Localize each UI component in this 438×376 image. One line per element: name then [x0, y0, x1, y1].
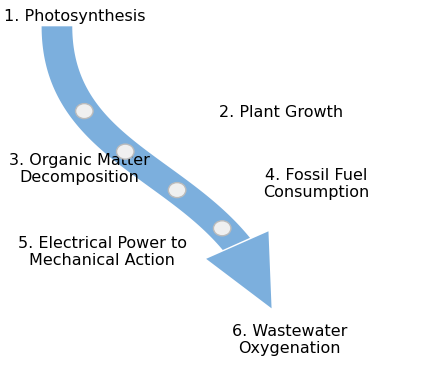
Circle shape: [75, 103, 93, 118]
Polygon shape: [42, 26, 250, 250]
Circle shape: [213, 221, 231, 236]
Text: 6. Wastewater
Oxygenation: 6. Wastewater Oxygenation: [232, 324, 347, 356]
Circle shape: [117, 144, 134, 159]
Text: 2. Plant Growth: 2. Plant Growth: [219, 105, 343, 120]
Text: 1. Photosynthesis: 1. Photosynthesis: [4, 9, 146, 24]
Polygon shape: [206, 231, 272, 308]
Text: 5. Electrical Power to
Mechanical Action: 5. Electrical Power to Mechanical Action: [18, 236, 187, 268]
Text: 3. Organic Matter
Decomposition: 3. Organic Matter Decomposition: [9, 153, 150, 185]
Circle shape: [168, 183, 186, 198]
Text: 4. Fossil Fuel
Consumption: 4. Fossil Fuel Consumption: [263, 168, 369, 200]
